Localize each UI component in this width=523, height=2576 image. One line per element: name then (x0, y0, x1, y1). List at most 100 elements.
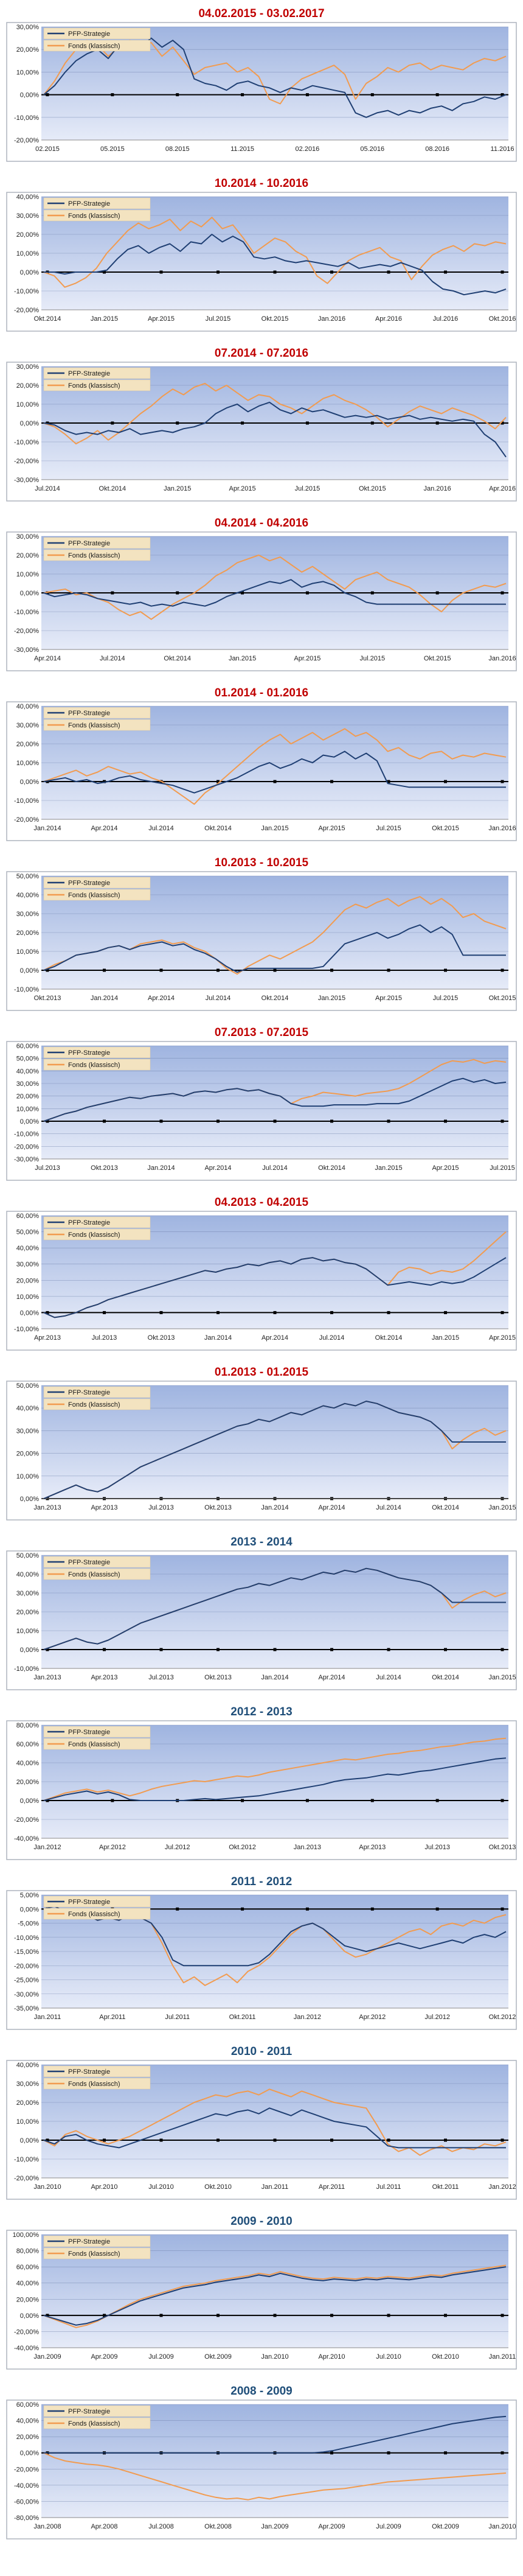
x-tick-label: Okt.2013 (34, 995, 61, 1002)
y-tick-label: 0,00% (20, 590, 39, 597)
y-tick-label: 20,00% (16, 2296, 40, 2303)
line-chart: 30,00% 20,00% 10,00% 0,00% -10,00% -20,00% -30… (6, 362, 517, 502)
y-tick-label: -20,00% (14, 307, 39, 314)
legend: PFP-Strategie Fonds (klassisch) (43, 877, 151, 901)
y-tick-label: 10,00% (16, 1105, 40, 1113)
x-tick-label: Apr.2010 (91, 2183, 117, 2191)
y-tick-label: -35,00% (14, 2005, 39, 2012)
series-line-pfp-strategie (43, 579, 506, 607)
x-tick-label: Jul.2011 (376, 2183, 401, 2191)
x-tick-label: Jan.2011 (34, 2014, 61, 2021)
y-tick-label: 40,00% (16, 2418, 40, 2425)
baseline-marker (111, 421, 114, 425)
baseline-marker (103, 270, 106, 274)
x-tick-label: Jan.2015 (261, 825, 288, 832)
chart-panel: 04.02.2015 - 03.02.2017 30,00% 20,00% 10,00… (6, 6, 517, 163)
x-tick-label: 08.2015 (165, 145, 190, 153)
legend-label: PFP-Strategie (68, 880, 110, 887)
x-tick-label: Apr.2008 (91, 2523, 117, 2530)
y-tick-label: 10,00% (16, 250, 40, 257)
x-tick-label: Okt.2008 (204, 2523, 232, 2530)
y-tick-label: 40,00% (16, 892, 40, 899)
x-tick-label: Okt.2015 (489, 995, 516, 1002)
x-tick-label: Apr.2014 (262, 1334, 288, 1342)
baseline-marker (273, 2314, 277, 2317)
x-tick-label: Jan.2015 (164, 485, 191, 492)
baseline-marker (46, 2138, 49, 2142)
series-line-pfp-strategie (43, 751, 506, 794)
x-tick-label: Okt.2016 (489, 315, 516, 323)
x-tick-label: Jan.2014 (204, 1334, 232, 1342)
series-line-pfp-strategie (43, 1077, 507, 1122)
y-tick-label: -30,00% (14, 1991, 39, 1998)
x-tick-label: Jan.2012 (33, 1844, 61, 1851)
legend-entry-bg (43, 1568, 151, 1580)
x-tick-label: Jan.2013 (294, 1844, 321, 1851)
x-tick-label: Jul.2010 (376, 2353, 401, 2361)
baseline-marker (273, 968, 277, 972)
series-line-pfp-strategie (43, 1401, 506, 1499)
baseline-marker (500, 1907, 504, 1911)
legend-label: PFP-Strategie (68, 200, 110, 208)
y-tick-label: 100,00% (13, 2231, 40, 2239)
y-tick-label: 80,00% (16, 2248, 40, 2255)
y-tick-label: 40,00% (16, 194, 40, 201)
y-tick-label: 20,00% (16, 382, 40, 390)
y-tick-label: -20,00% (14, 2466, 39, 2473)
y-tick-label: 20,00% (16, 231, 40, 239)
chart-panel: 10.2014 - 10.2016 40,00% 30,00% 20,00% 10,00… (6, 176, 517, 332)
x-tick-label: 05.2015 (100, 145, 125, 153)
y-tick-label: 0,00% (20, 1309, 39, 1317)
x-tick-label: Jan.2016 (424, 485, 451, 492)
y-tick-label: -80,00% (14, 2515, 39, 2522)
baseline-marker (330, 780, 333, 783)
legend-entry-bg (43, 549, 151, 561)
y-tick-label: -25,00% (14, 1977, 39, 1984)
y-tick-label: 50,00% (16, 1055, 40, 1063)
legend-entry-bg (43, 707, 151, 719)
series-line-pfp-strategie (43, 1567, 506, 1650)
baseline-marker (241, 1907, 244, 1911)
line-chart: 60,00% 40,00% 20,00% 0,00% -20,00% -40,00% -60… (6, 2399, 517, 2539)
y-tick-label: 20,00% (16, 46, 40, 54)
legend-entry-bg (43, 719, 151, 731)
chart-panel: 2013 - 2014 50,00% 40,00% 30,00% 20,00% 10,00… (6, 1535, 517, 1691)
x-tick-label: Jan.2015 (432, 1334, 459, 1342)
legend-label: PFP-Strategie (68, 1389, 110, 1396)
baseline-marker (46, 780, 49, 783)
baseline-marker (330, 1311, 333, 1314)
legend-entry-bg (43, 877, 151, 889)
legend-label: Fonds (klassisch) (68, 2081, 120, 2088)
series-line-pfp-strategie (43, 1757, 507, 1801)
baseline-marker (444, 780, 447, 783)
baseline-marker (435, 421, 439, 425)
y-tick-label: 20,00% (16, 2099, 40, 2107)
line-chart: 5,00% 0,00% -5,00% -10,00% -15,00% -20,00% -25… (6, 1890, 517, 2030)
x-tick-label: Jan.2012 (488, 2183, 516, 2191)
baseline-marker (241, 1799, 244, 1802)
x-tick-label: Okt.2014 (432, 1674, 459, 1681)
chart-panel: 01.2013 - 01.2015 50,00% 40,00% 30,00% 20,00… (6, 1365, 517, 1521)
y-tick-label: 40,00% (16, 1760, 40, 1767)
baseline-marker (500, 1311, 504, 1314)
baseline-marker (159, 968, 163, 972)
legend: PFP-Strategie Fonds (klassisch) (43, 2235, 151, 2259)
x-tick-label: 11.2015 (230, 145, 254, 153)
baseline-marker (330, 1648, 333, 1651)
y-tick-label: 30,00% (16, 24, 40, 31)
baseline-marker (273, 2138, 277, 2142)
baseline-marker (444, 2138, 447, 2142)
chart-title: 2011 - 2012 (230, 1875, 293, 1888)
legend-label: PFP-Strategie (68, 540, 110, 547)
legend: PFP-Strategie Fonds (klassisch) (43, 27, 151, 52)
baseline-marker (305, 1907, 309, 1911)
x-tick-label: Okt.2013 (148, 1334, 175, 1342)
x-tick-label: Apr.2012 (359, 2014, 386, 2021)
x-tick-label: Apr.2013 (359, 1844, 386, 1851)
baseline-marker (444, 1648, 447, 1651)
x-tick-label: Okt.2015 (262, 315, 289, 323)
baseline-marker (273, 1119, 277, 1123)
y-tick-label: 80,00% (16, 1722, 40, 1729)
y-tick-label: -10,00% (14, 2156, 39, 2163)
baseline-marker (103, 1119, 106, 1123)
